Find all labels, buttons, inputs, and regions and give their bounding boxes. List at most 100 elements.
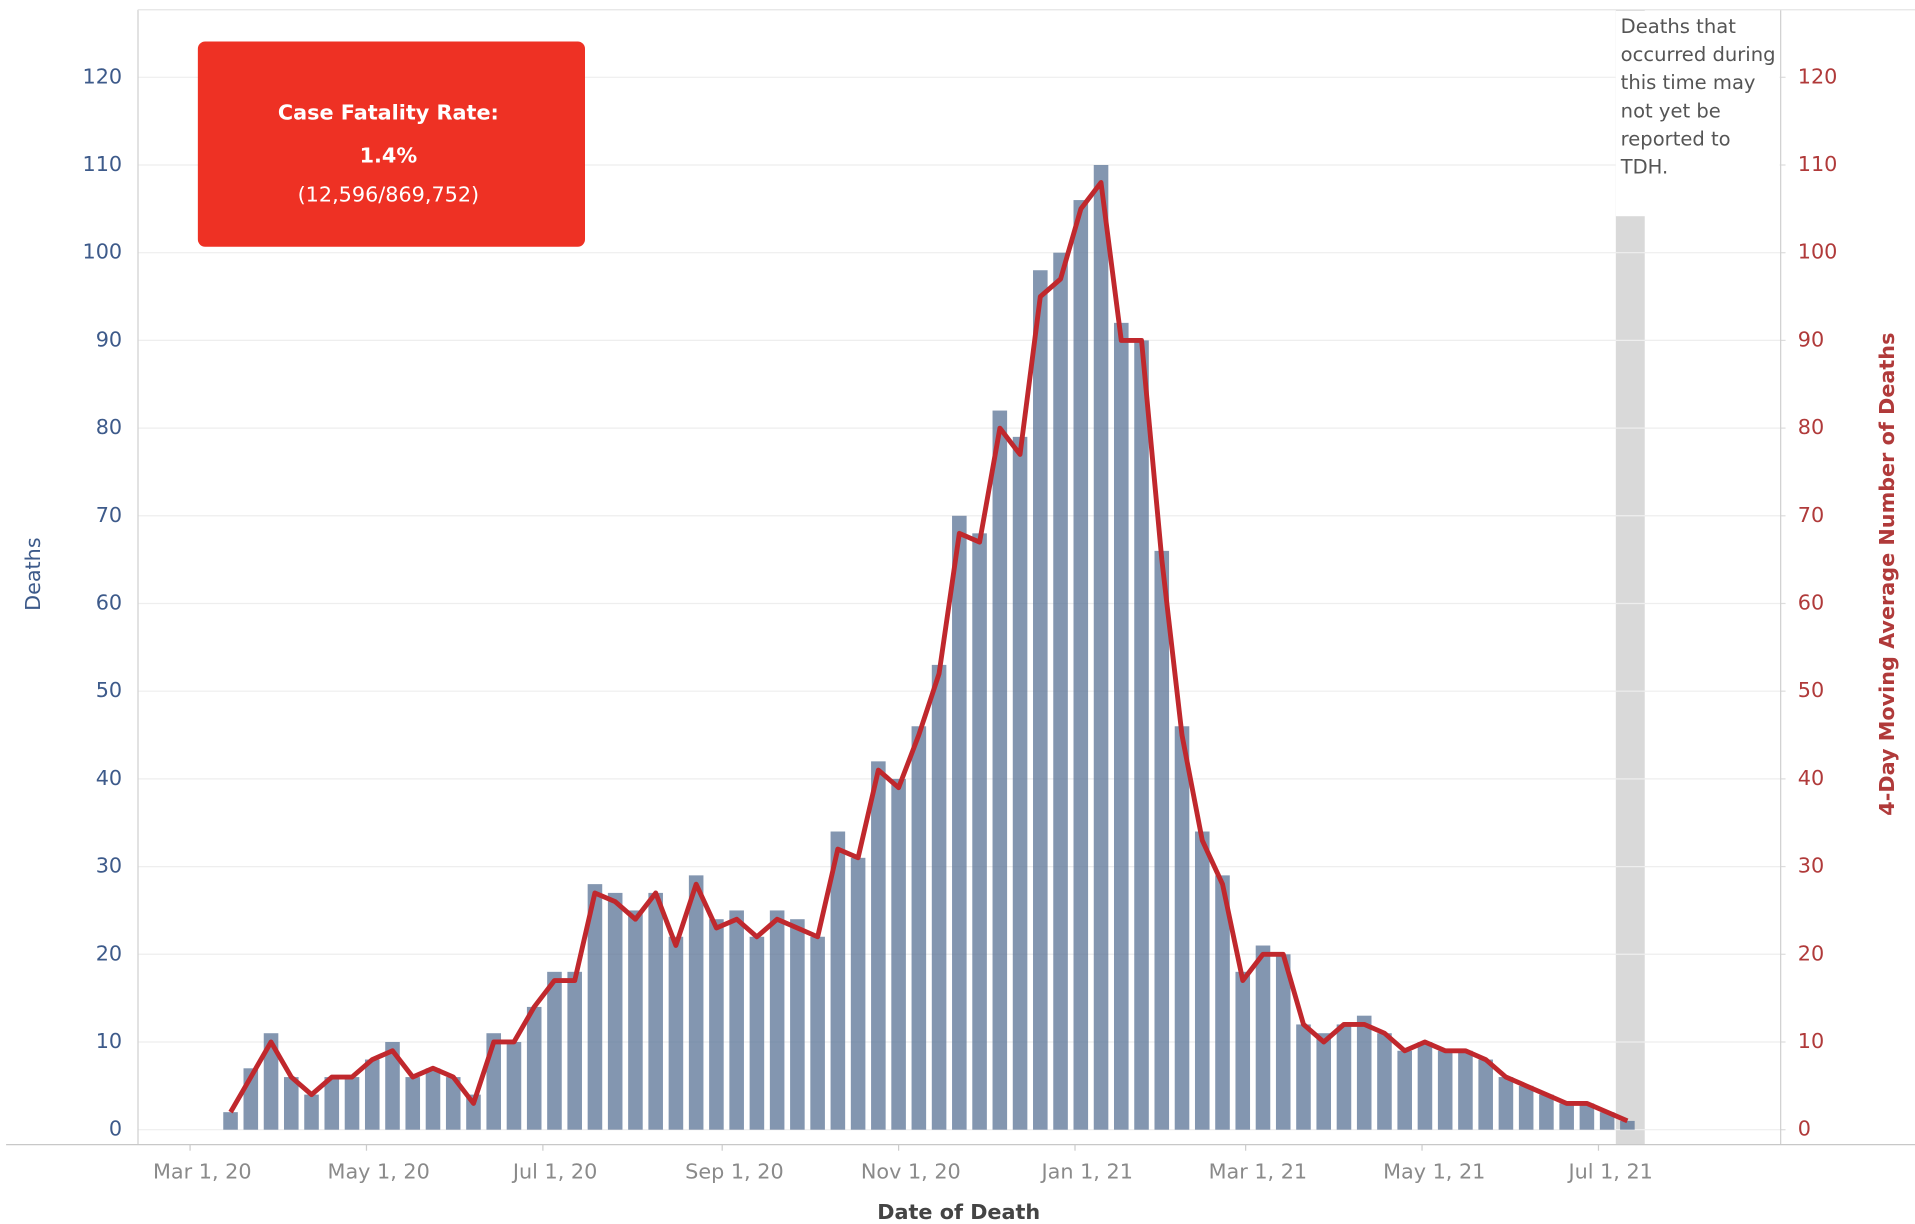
bar [1316, 1033, 1332, 1130]
y-axis-label: Deaths [21, 537, 45, 611]
bar [1113, 322, 1129, 1130]
x-tick-label: May 1, 21 [1383, 1160, 1485, 1184]
bar [1093, 164, 1109, 1130]
bar [1518, 1085, 1534, 1130]
y2-tick-label: 40 [1798, 766, 1824, 790]
bar [405, 1077, 421, 1130]
bar [1377, 1033, 1392, 1130]
bar [952, 515, 967, 1130]
bar [1539, 1094, 1554, 1130]
y-tick-label: 90 [96, 327, 122, 351]
bar [769, 910, 785, 1130]
bar [466, 1094, 481, 1130]
bar [1255, 945, 1271, 1130]
y-tick-label: 50 [96, 678, 122, 702]
note-box: Deaths that occurred during this time ma… [1620, 14, 1776, 179]
bar [1356, 1015, 1372, 1130]
shaded-note: Deaths that occurred during this time ma… [1620, 14, 1776, 179]
y2-tick-label: 70 [1798, 503, 1824, 527]
bar [223, 1112, 238, 1130]
bar [709, 919, 724, 1130]
bar [1073, 200, 1089, 1130]
bar [1417, 1041, 1433, 1130]
y-tick-label: 100 [83, 240, 123, 264]
y2-tick-label: 80 [1798, 415, 1824, 439]
bar [425, 1068, 441, 1130]
x-axis-label: Date of Death [877, 1200, 1040, 1224]
y-tick-label: 20 [96, 941, 122, 965]
bar [1579, 1103, 1595, 1130]
bar [1194, 831, 1210, 1130]
bar [1478, 1059, 1493, 1130]
y2-tick-label: 20 [1798, 941, 1824, 965]
bar [1559, 1103, 1574, 1130]
bar [506, 1041, 522, 1130]
y-tick-label: 110 [83, 152, 123, 176]
y2-tick-label: 10 [1798, 1029, 1824, 1053]
bar [445, 1077, 461, 1130]
fatality-box [197, 41, 586, 247]
bar [1154, 550, 1170, 1130]
bar [587, 884, 603, 1130]
y2-tick-label: 100 [1798, 240, 1838, 264]
y-tick-label: 80 [96, 415, 122, 439]
bar [1275, 954, 1291, 1130]
y2-tick-label: 120 [1798, 64, 1838, 88]
fatality-detail: (12,596/869,752) [298, 182, 480, 206]
bar [749, 936, 765, 1130]
bar [304, 1094, 319, 1130]
y2-axis-label: 4-Day Moving Average Number of Deaths [1875, 333, 1899, 816]
x-tick-label: Sep 1, 20 [685, 1160, 784, 1184]
bar [1336, 1024, 1352, 1130]
x-tick-label: Jan 1, 21 [1040, 1160, 1133, 1184]
x-tick-label: Jul 1, 20 [511, 1160, 597, 1184]
bar [1053, 252, 1068, 1130]
bar [283, 1077, 299, 1130]
bar [992, 410, 1008, 1130]
bar [1134, 340, 1149, 1130]
bar [385, 1041, 400, 1130]
bar [1620, 1120, 1635, 1130]
fatality-title: Case Fatality Rate: [278, 101, 499, 125]
moving-average-line [228, 180, 1629, 1124]
bar [526, 1006, 542, 1130]
y2-tick-label: 0 [1798, 1117, 1811, 1141]
x-tick-label: Mar 1, 20 [153, 1160, 252, 1184]
x-tick-label: Jul 1, 21 [1566, 1160, 1652, 1184]
x-tick-label: Nov 1, 20 [861, 1160, 961, 1184]
bar [263, 1033, 279, 1130]
y-tick-label: 60 [96, 590, 122, 614]
bar [729, 910, 744, 1130]
bar [324, 1077, 340, 1130]
bar [1498, 1077, 1514, 1130]
y-tick-label: 30 [96, 854, 122, 878]
y-tick-label: 40 [96, 766, 122, 790]
bar [830, 831, 846, 1130]
bar [1033, 270, 1048, 1130]
bar [1458, 1050, 1473, 1130]
bar [810, 936, 825, 1130]
bar [1174, 726, 1190, 1130]
y2-tick-label: 90 [1798, 327, 1824, 351]
bar [364, 1059, 380, 1130]
bar [1599, 1112, 1615, 1130]
note-background [1615, 10, 1780, 217]
y-tick-label: 70 [96, 503, 122, 527]
x-tick-label: May 1, 20 [328, 1160, 430, 1184]
bar [1215, 875, 1230, 1130]
bar [850, 857, 866, 1130]
bar [344, 1077, 360, 1130]
bar [567, 971, 582, 1130]
bar [931, 664, 947, 1130]
bar [688, 875, 704, 1130]
bar [911, 726, 927, 1130]
bar [1397, 1050, 1412, 1130]
y-tick-label: 10 [96, 1029, 122, 1053]
y-tick-label: 120 [83, 64, 123, 88]
fatality-value: 1.4% [360, 143, 418, 167]
bar [648, 892, 663, 1130]
bar [1235, 971, 1251, 1130]
bar [1012, 436, 1028, 1130]
bar [972, 533, 987, 1130]
